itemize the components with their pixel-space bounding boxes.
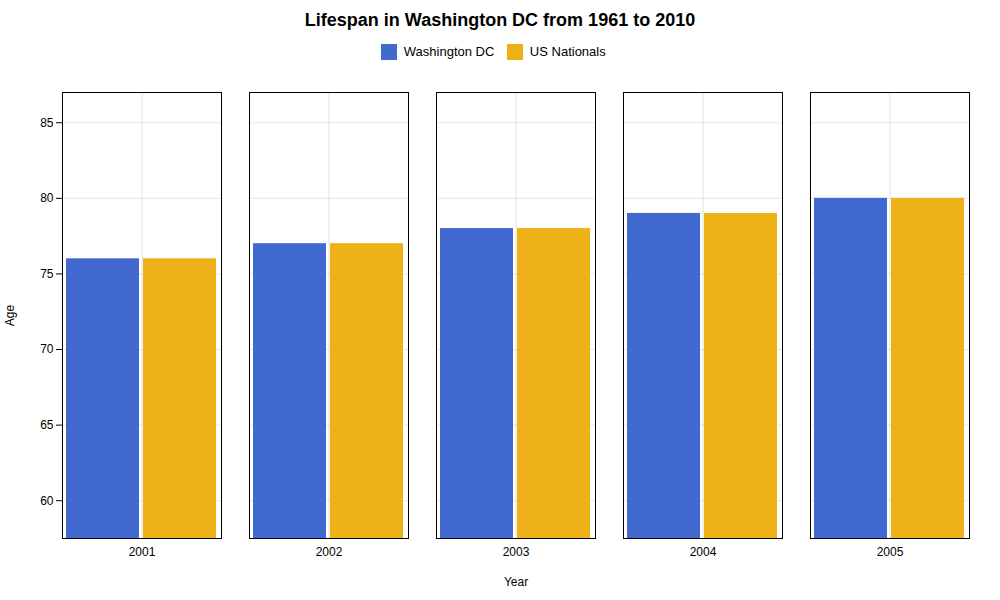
svg-text:2004: 2004 xyxy=(690,545,717,559)
svg-text:Age: Age xyxy=(3,305,17,327)
svg-text:70: 70 xyxy=(40,342,54,356)
html-text:Lifespan in Washington DC from: Lifespan in Washington DC from 1961 to 2… xyxy=(304,10,696,30)
svg-text:80: 80 xyxy=(40,191,54,205)
svg-text:2005: 2005 xyxy=(877,545,904,559)
svg-text:65: 65 xyxy=(40,418,54,432)
svg-text:60: 60 xyxy=(40,494,54,508)
html-text:US Nationals: US Nationals xyxy=(529,44,606,59)
svg-text:2001: 2001 xyxy=(129,545,156,559)
svg-text:Year: Year xyxy=(504,575,528,589)
svg-text:75: 75 xyxy=(40,267,54,281)
svg-text:2002: 2002 xyxy=(316,545,343,559)
svg-text:2003: 2003 xyxy=(503,545,530,559)
html-text:Washington DC: Washington DC xyxy=(403,44,495,59)
svg-text:85: 85 xyxy=(40,116,54,130)
